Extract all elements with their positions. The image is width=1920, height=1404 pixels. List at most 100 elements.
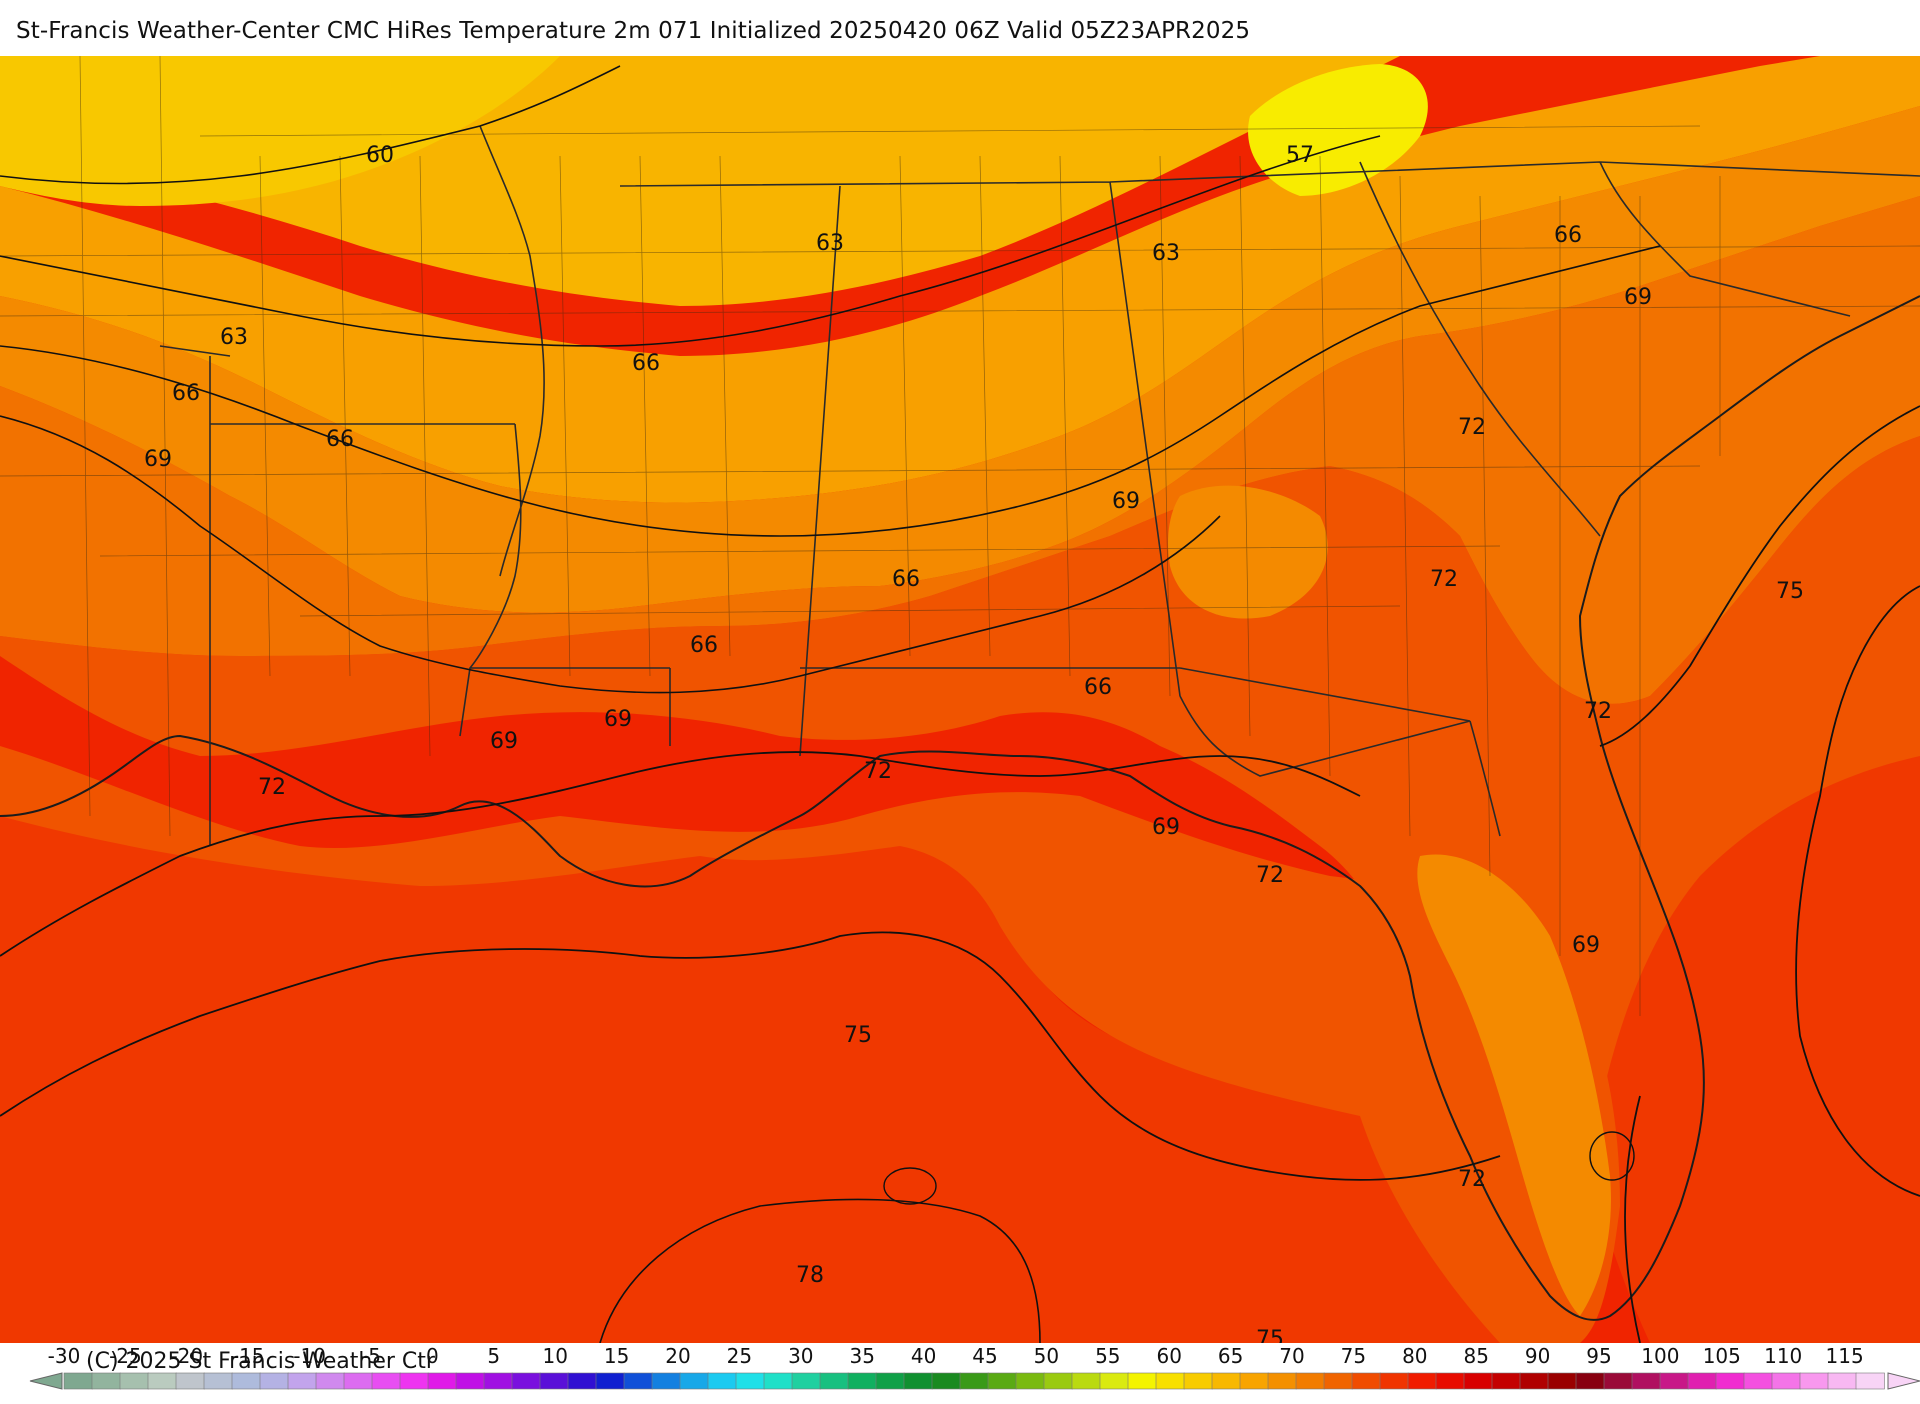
band-63-land-far-north <box>0 56 1920 503</box>
isotherm-72-atlantic <box>1599 405 1920 747</box>
colorbar-swatch <box>1323 1372 1353 1390</box>
colorbar-tick-label: -5 <box>361 1344 381 1368</box>
contour-label-63: 63 <box>1152 241 1180 266</box>
colorbar-tick-labels: -30 -25 -20 -15 -10 -5 0 5 10 15 20 25 30 35 40 45 50 55 6… <box>48 1344 1864 1368</box>
colorbar-swatch <box>1743 1372 1773 1390</box>
isotherm-cell-gulf <box>883 1167 937 1205</box>
contour-label-66: 66 <box>172 381 200 406</box>
colorbar-swatch <box>987 1372 1017 1390</box>
band-73-gulf <box>0 746 1620 1343</box>
colorbar-swatch <box>1659 1372 1689 1390</box>
colorbar-swatch <box>1491 1372 1521 1390</box>
colorbar-swatch <box>1015 1372 1045 1390</box>
colorbar-swatch <box>1715 1372 1745 1390</box>
colorbar-swatch <box>567 1372 597 1390</box>
colorbar-swatch <box>819 1372 849 1390</box>
colorbar-tick-label: 0 <box>426 1344 439 1368</box>
colorbar-left-arrow <box>29 1372 63 1390</box>
contour-label-66: 66 <box>892 567 920 592</box>
colorbar-swatch <box>903 1372 933 1390</box>
colorbar-swatch <box>259 1372 289 1390</box>
band-69-land-mid <box>0 196 1920 704</box>
contour-label-66: 66 <box>1084 675 1112 700</box>
colorbar-swatch <box>1547 1372 1577 1390</box>
band-57-top-cool <box>0 56 560 206</box>
colorbar-swatch <box>91 1372 121 1390</box>
colorbar-swatch <box>63 1372 93 1390</box>
colorbar-tick-label: 75 <box>1341 1344 1366 1368</box>
colorbar-tick-label: 55 <box>1095 1344 1120 1368</box>
isotherm-cell-central-fl <box>1589 1131 1635 1181</box>
colorbar-swatch <box>1771 1372 1801 1390</box>
copyright-notice: (C) 2025 St Francis Weather Ctr <box>86 1349 435 1374</box>
colorbar-swatch <box>763 1372 793 1390</box>
colorbar-tick-label: -25 <box>109 1344 142 1368</box>
colorbar-swatch <box>1435 1372 1465 1390</box>
contour-label-69: 69 <box>1152 815 1180 840</box>
contour-label-72: 72 <box>1458 415 1486 440</box>
colorbar-right-arrow <box>1887 1372 1920 1390</box>
contour-label-72: 72 <box>258 775 286 800</box>
colorbar-swatch <box>1295 1372 1325 1390</box>
colorbar-swatch <box>847 1372 877 1390</box>
colorbar-swatch <box>511 1372 541 1390</box>
contour-label-66: 66 <box>1554 223 1582 248</box>
colorbar-swatch <box>483 1372 513 1390</box>
colorbar-tick-label: 90 <box>1525 1344 1550 1368</box>
colorbar-tick-label: 50 <box>1034 1344 1059 1368</box>
colorbar-swatch <box>455 1372 485 1390</box>
colorbar-swatch <box>623 1372 653 1390</box>
colorbar-swatches <box>63 1372 1885 1390</box>
colorbar-tick-label: 95 <box>1586 1344 1611 1368</box>
colorbar-tick-label: 80 <box>1402 1344 1427 1368</box>
contour-label-66: 66 <box>632 351 660 376</box>
colorbar-swatch <box>1519 1372 1549 1390</box>
colorbar-swatch <box>735 1372 765 1390</box>
band-57-north-cool <box>1248 64 1428 196</box>
contour-label-69: 69 <box>1572 933 1600 958</box>
colorbar-swatch <box>1211 1372 1241 1390</box>
contour-label-72: 72 <box>1458 1167 1486 1192</box>
colorbar-swatch <box>1043 1372 1073 1390</box>
colorbar-swatch <box>931 1372 961 1390</box>
colorbar-swatch <box>1407 1372 1437 1390</box>
colorbar-swatch <box>679 1372 709 1390</box>
contour-label-69: 69 <box>144 447 172 472</box>
colorbar-swatch <box>1631 1372 1661 1390</box>
colorbar-swatch <box>203 1372 233 1390</box>
colorbar-tick-label: -20 <box>170 1344 203 1368</box>
colorbar-swatch <box>1071 1372 1101 1390</box>
colorbar-swatch <box>1155 1372 1185 1390</box>
isotherm-78-gulf <box>599 1198 1041 1343</box>
contour-label-57: 57 <box>1286 143 1314 168</box>
gulf-coastline <box>0 295 1920 1321</box>
colorbar-swatch <box>1099 1372 1129 1390</box>
colorbar-tick-label: 100 <box>1641 1344 1679 1368</box>
colorbar-tick-label: 45 <box>972 1344 997 1368</box>
colorbar-swatch <box>119 1372 149 1390</box>
colorbar-swatch <box>651 1372 681 1390</box>
contour-label-69: 69 <box>604 707 632 732</box>
colorbar-tick-label: 20 <box>665 1344 690 1368</box>
colorbar-swatch <box>371 1372 401 1390</box>
contour-label-69: 69 <box>1112 489 1140 514</box>
colorbar-swatch <box>287 1372 317 1390</box>
colorbar-swatch <box>343 1372 373 1390</box>
band-69-florida <box>1417 854 1611 1316</box>
colorbar-swatch <box>231 1372 261 1390</box>
band-66-central-cell <box>1168 485 1328 619</box>
colorbar-tick-label: 25 <box>727 1344 752 1368</box>
contour-label-66: 66 <box>690 633 718 658</box>
contour-label-63: 63 <box>220 325 248 350</box>
colorbar-swatch <box>315 1372 345 1390</box>
colorbar-tick-label: -10 <box>293 1344 326 1368</box>
contour-label-72: 72 <box>1256 863 1284 888</box>
colorbar-swatch <box>1351 1372 1381 1390</box>
colorbar-swatch <box>1855 1372 1885 1390</box>
colorbar-tick-label: 35 <box>849 1344 874 1368</box>
colorbar-swatch <box>1827 1372 1857 1390</box>
contour-label-75: 75 <box>1256 1327 1284 1343</box>
colorbar-tick-label: 40 <box>911 1344 936 1368</box>
colorbar-tick-label: 105 <box>1703 1344 1741 1368</box>
colorbar-tick-label: 10 <box>542 1344 567 1368</box>
